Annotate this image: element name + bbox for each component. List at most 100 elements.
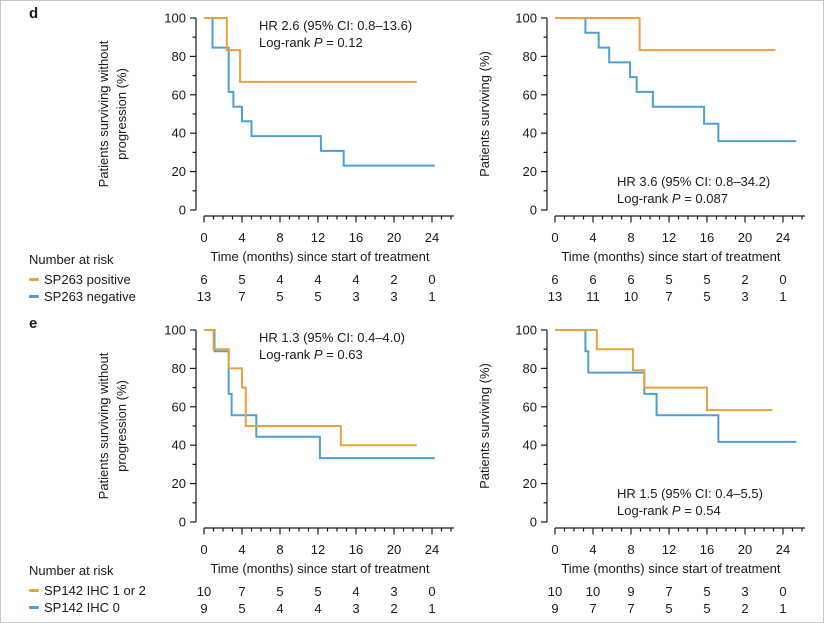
x-tick-label: 4 <box>589 230 596 245</box>
legend-sp142: Number at risk SP142 IHC 1 or 2 SP142 IH… <box>29 563 146 616</box>
x-tick-label: 20 <box>738 230 752 245</box>
risk-count: 4 <box>314 601 321 616</box>
km-plot-pfs-sp142: 0 20 40 60 80 100 0 4 8 12 16 20 24 Time (months) sin… <box>89 317 461 617</box>
risk-count: 2 <box>741 601 748 616</box>
km-plot-pfs-sp263: 0 20 40 60 80 100 0 4 8 12 16 20 24 Time (months) sin… <box>89 5 461 305</box>
x-tick-label: 0 <box>200 542 207 557</box>
hr-annotation: HR 2.6 (95% CI: 0.8–13.6) <box>259 18 412 33</box>
x-tick-label: 24 <box>776 230 790 245</box>
risk-count: 0 <box>779 272 786 287</box>
panel-d-label: d <box>29 5 39 22</box>
y-axis-title: Patients surviving (%) <box>477 363 492 489</box>
km-curve <box>555 329 773 412</box>
y-axis-title: progression (%) <box>114 68 129 160</box>
y-axis-title: Patients surviving without <box>96 352 111 499</box>
x-tick-label: 24 <box>776 542 790 557</box>
x-tick-label: 16 <box>700 542 714 557</box>
legend-item-label: SP263 positive <box>44 271 131 287</box>
x-tick-label: 24 <box>425 230 439 245</box>
risk-count: 5 <box>314 289 321 304</box>
x-tick-label: 16 <box>349 542 363 557</box>
y-tick-label: 100 <box>164 11 186 26</box>
km-curve <box>555 329 797 443</box>
risk-count: 5 <box>314 584 321 599</box>
risk-count: 5 <box>703 272 710 287</box>
risk-count: 3 <box>741 584 748 599</box>
hr-annotation: HR 1.5 (95% CI: 0.4–5.5) <box>617 486 763 501</box>
x-tick-label: 4 <box>238 542 245 557</box>
y-tick-label: 60 <box>523 87 537 102</box>
risk-count: 9 <box>200 601 207 616</box>
y-tick-label: 80 <box>172 361 186 376</box>
risk-count: 10 <box>197 584 211 599</box>
logrank-annotation: Log-rank P = 0.54 <box>617 503 721 518</box>
y-tick-label: 20 <box>172 476 186 491</box>
risk-count: 10 <box>586 584 600 599</box>
x-tick-label: 12 <box>662 542 676 557</box>
legend-item-label: SP142 IHC 0 <box>44 599 120 615</box>
y-tick-label: 100 <box>515 11 537 26</box>
y-tick-label: 60 <box>523 399 537 414</box>
panel-e-label: e <box>29 315 38 332</box>
risk-count: 6 <box>200 272 207 287</box>
hr-annotation: HR 1.3 (95% CI: 0.4–4.0) <box>259 330 405 345</box>
x-tick-label: 24 <box>425 542 439 557</box>
y-tick-label: 100 <box>515 323 537 338</box>
risk-count: 3 <box>390 289 397 304</box>
risk-count: 7 <box>589 601 596 616</box>
risk-count: 2 <box>741 272 748 287</box>
logrank-annotation: Log-rank P = 0.087 <box>617 191 728 206</box>
risk-count: 7 <box>665 584 672 599</box>
risk-count: 4 <box>352 272 359 287</box>
risk-count: 2 <box>390 601 397 616</box>
y-axis-title: progression (%) <box>114 380 129 472</box>
y-tick-label: 80 <box>172 49 186 64</box>
risk-count: 10 <box>624 289 638 304</box>
km-curve <box>555 17 797 143</box>
legend-sp263: Number at risk SP263 positive SP263 nega… <box>29 252 136 305</box>
risk-count: 2 <box>390 272 397 287</box>
series-dash-icon <box>29 589 39 592</box>
risk-count: 4 <box>276 601 283 616</box>
legend-item-label: SP142 IHC 1 or 2 <box>44 582 146 598</box>
risk-count: 4 <box>276 272 283 287</box>
y-tick-label: 20 <box>523 476 537 491</box>
y-tick-label: 40 <box>523 438 537 453</box>
x-tick-label: 8 <box>276 542 283 557</box>
y-tick-label: 40 <box>523 126 537 141</box>
x-tick-label: 0 <box>551 230 558 245</box>
risk-count: 5 <box>238 272 245 287</box>
legend-item-sp142-ihc-0: SP142 IHC 0 <box>29 599 146 616</box>
x-tick-label: 12 <box>311 542 325 557</box>
risk-count: 9 <box>627 584 634 599</box>
risk-count: 7 <box>238 584 245 599</box>
y-tick-label: 20 <box>172 164 186 179</box>
risk-count: 0 <box>779 584 786 599</box>
x-axis-title: Time (months) since start of treatment <box>210 249 430 264</box>
x-tick-label: 0 <box>200 230 207 245</box>
y-tick-label: 100 <box>164 323 186 338</box>
y-axis-title: Patients surviving without <box>96 40 111 187</box>
legend-title: Number at risk <box>29 252 114 267</box>
risk-count: 7 <box>238 289 245 304</box>
risk-count: 3 <box>390 584 397 599</box>
x-tick-label: 4 <box>238 230 245 245</box>
risk-count: 6 <box>589 272 596 287</box>
risk-count: 5 <box>276 289 283 304</box>
risk-count: 11 <box>586 289 600 304</box>
risk-count: 4 <box>314 272 321 287</box>
x-tick-label: 4 <box>589 542 596 557</box>
y-tick-label: 40 <box>172 438 186 453</box>
risk-count: 5 <box>276 584 283 599</box>
legend-item-sp263-positive: SP263 positive <box>29 271 136 288</box>
y-tick-label: 0 <box>530 203 537 218</box>
y-tick-label: 60 <box>172 399 186 414</box>
x-tick-label: 16 <box>700 230 714 245</box>
risk-count: 1 <box>428 601 435 616</box>
hr-annotation: HR 3.6 (95% CI: 0.8–34.2) <box>617 174 770 189</box>
risk-count: 9 <box>551 601 558 616</box>
risk-count: 3 <box>352 289 359 304</box>
